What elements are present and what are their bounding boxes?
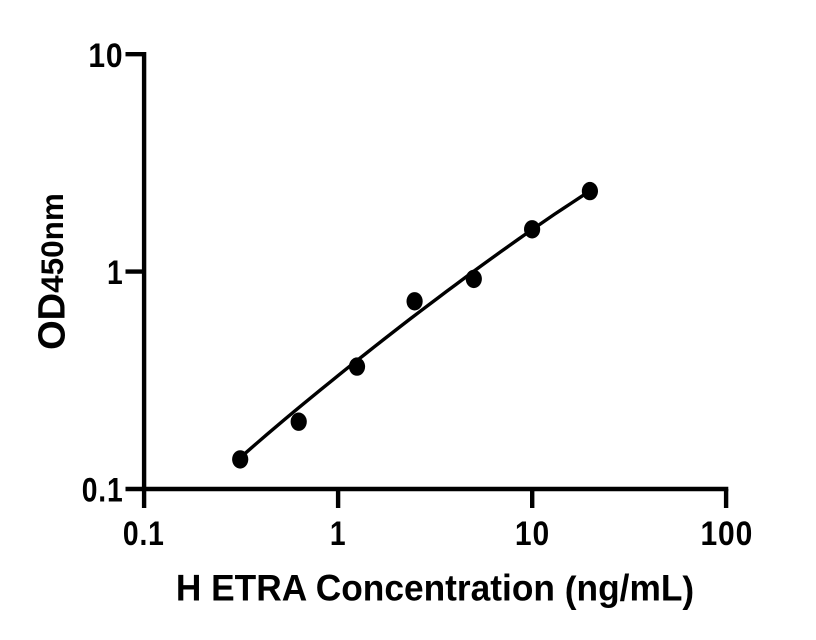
svg-text:0.1: 0.1 — [82, 470, 124, 509]
svg-text:10: 10 — [515, 514, 550, 552]
svg-text:H ETRA Concentration (ng/mL): H ETRA Concentration (ng/mL) — [176, 566, 694, 610]
svg-text:OD450nm: OD450nm — [31, 193, 73, 350]
svg-text:10: 10 — [88, 36, 123, 74]
svg-text:1: 1 — [330, 513, 347, 552]
svg-text:100: 100 — [700, 514, 753, 552]
svg-text:0.1: 0.1 — [123, 513, 165, 552]
svg-text:1: 1 — [107, 252, 124, 291]
